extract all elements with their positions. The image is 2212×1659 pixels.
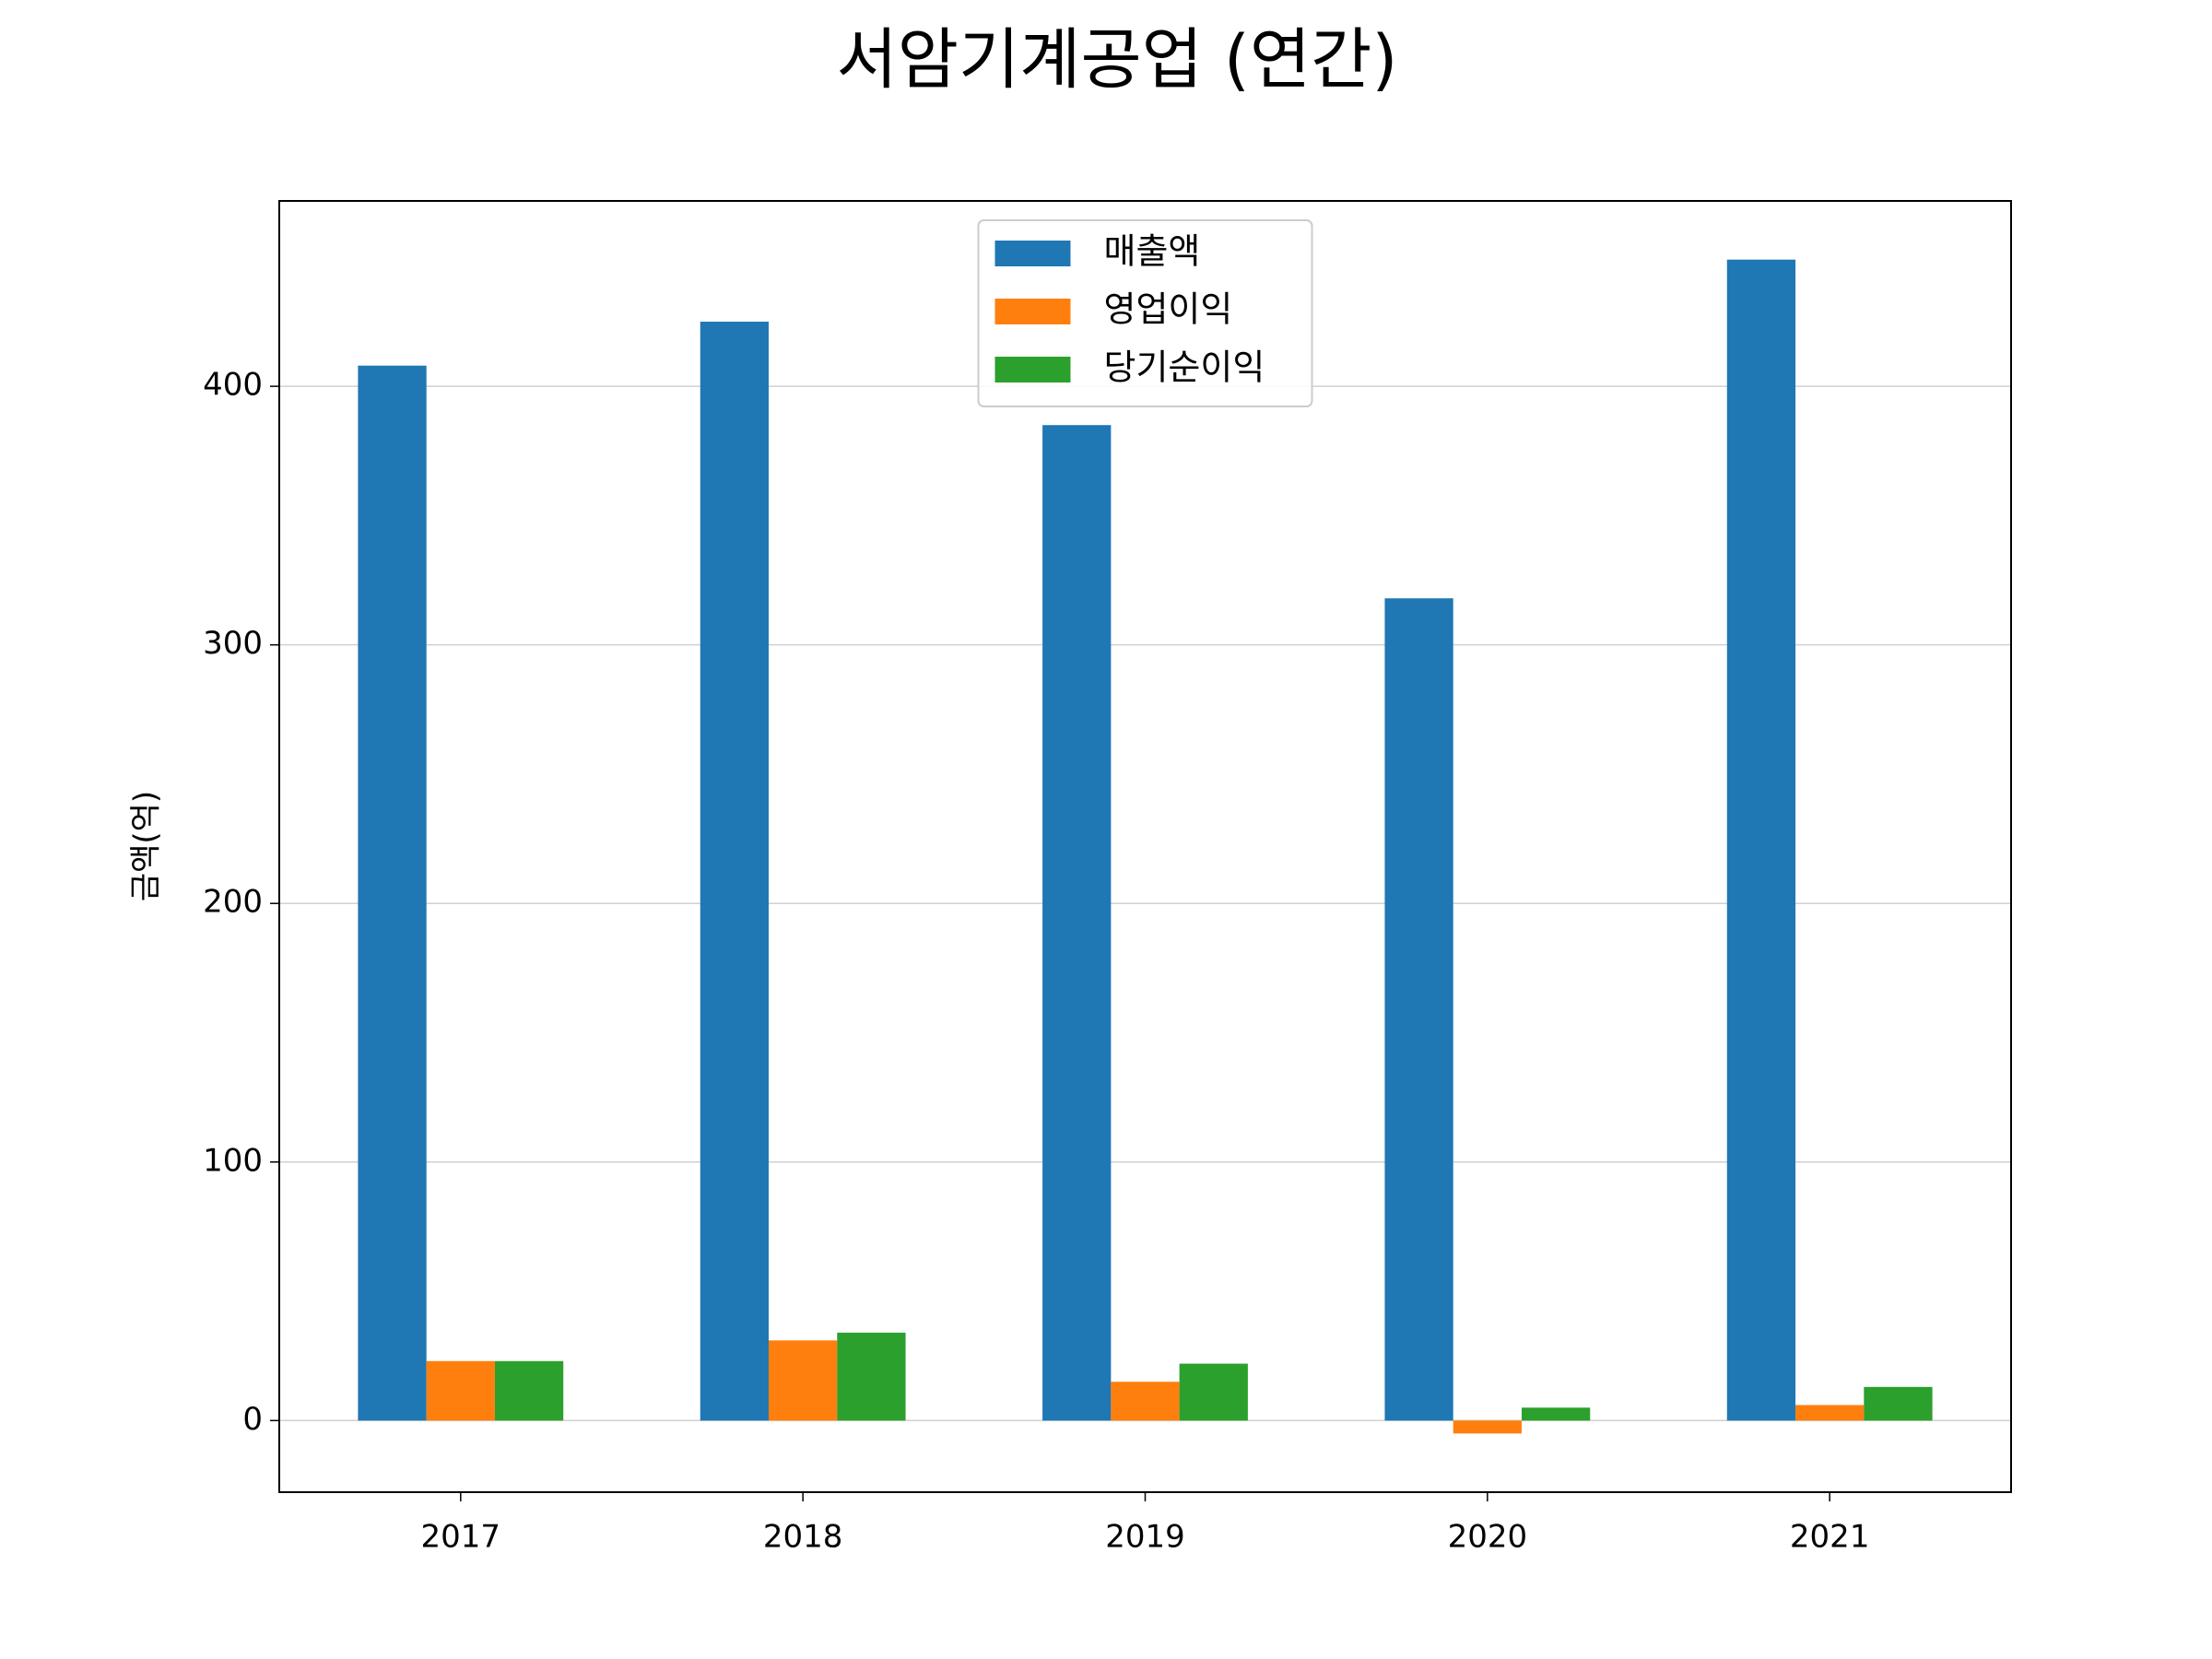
y-tick-label: 300 xyxy=(203,625,263,662)
legend-label: 영업이익 xyxy=(1104,289,1233,330)
bar xyxy=(1042,425,1112,1421)
bar xyxy=(1453,1420,1522,1434)
bar xyxy=(700,322,770,1421)
bar xyxy=(1179,1363,1248,1421)
legend-swatch xyxy=(994,241,1071,266)
legend-swatch xyxy=(994,299,1071,324)
x-tick-label: 2017 xyxy=(421,1519,501,1556)
x-tick-label: 2019 xyxy=(1105,1519,1185,1556)
x-tick-label: 2021 xyxy=(1790,1519,1870,1556)
bar xyxy=(358,365,427,1421)
bar xyxy=(494,1360,564,1421)
y-tick-label: 400 xyxy=(203,367,263,404)
legend-label: 당기순이익 xyxy=(1104,347,1265,388)
plot-frame xyxy=(278,200,2012,1493)
legend-swatch xyxy=(994,357,1071,382)
chart-title: 서암기계공업 (연간) xyxy=(837,21,1398,99)
y-tick-label: 200 xyxy=(203,884,263,921)
legend-label: 매출액 xyxy=(1104,231,1201,272)
bar xyxy=(426,1360,495,1421)
x-tick-label: 2018 xyxy=(763,1519,843,1556)
bar xyxy=(1864,1386,1933,1421)
bar xyxy=(1111,1382,1180,1421)
bar xyxy=(837,1332,906,1421)
y-axis-label: 금액(억) xyxy=(128,791,165,901)
y-tick-label: 100 xyxy=(203,1142,263,1179)
bar xyxy=(769,1340,838,1421)
y-tick-label: 0 xyxy=(242,1401,263,1438)
bar xyxy=(1726,259,1796,1421)
bar xyxy=(1795,1405,1865,1421)
x-tick-label: 2020 xyxy=(1448,1519,1528,1556)
bar xyxy=(1521,1407,1591,1421)
bar xyxy=(1384,598,1453,1421)
